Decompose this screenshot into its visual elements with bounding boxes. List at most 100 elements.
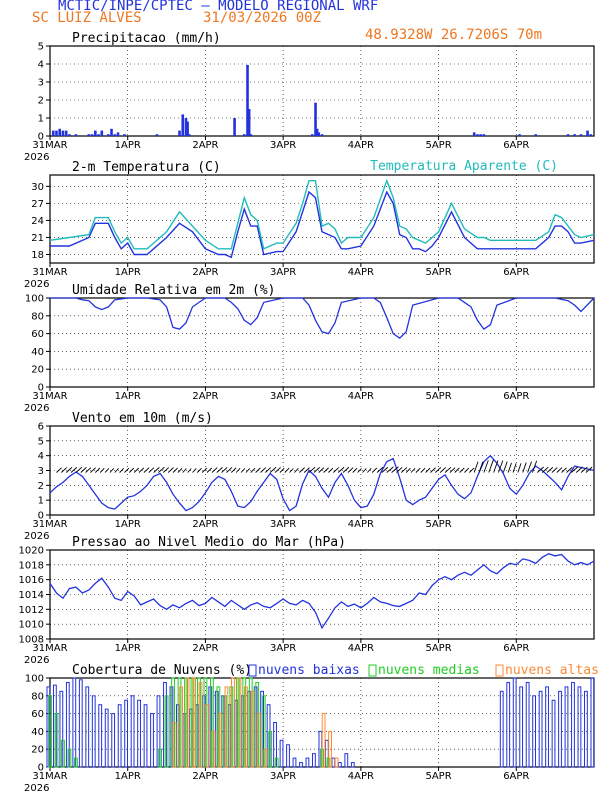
wind-barb <box>245 468 251 473</box>
precip-bar <box>155 134 159 136</box>
rh-ytick-label: 40 <box>31 347 44 358</box>
wind-barb <box>522 462 527 473</box>
precip-ytick-label: 2 <box>38 96 44 107</box>
precip-bar <box>518 134 521 136</box>
wind-barb <box>65 467 73 473</box>
wind-barb <box>269 466 277 473</box>
rh-ytick-label: 60 <box>31 329 44 340</box>
pressure-xtick-label: 31MAR <box>32 643 67 654</box>
wind-barb <box>459 467 465 473</box>
wind-barb <box>420 467 426 473</box>
wind-barb <box>235 468 241 473</box>
clouds-ytick-label: 20 <box>31 745 44 756</box>
cloud-bar-low <box>577 686 582 768</box>
clouds-xtick-label: 1APR <box>115 771 141 782</box>
cloud-bar-low <box>551 699 556 768</box>
precip-bar <box>178 130 181 136</box>
station-coords: 48.9328W 26.7206S 70m <box>365 27 543 43</box>
pressure-xtick-label: 6APR <box>503 643 529 654</box>
wind-barb <box>279 467 285 473</box>
wind-barb <box>192 468 197 473</box>
temp-xtick-label: 3APR <box>270 267 296 278</box>
wind-barb <box>138 467 145 473</box>
pressure-ytick-label: 1008 <box>19 635 44 646</box>
cloud-bar-low <box>292 757 297 768</box>
wind-barb <box>221 467 228 473</box>
cloud-bar-low <box>571 681 575 768</box>
wind-barb <box>163 467 170 473</box>
precip-bar <box>589 134 593 136</box>
cloud-bar-high <box>334 757 339 768</box>
cloud-bar-low <box>124 699 129 768</box>
cloud-bar-mid <box>158 748 162 768</box>
rh-xtick-label: 5APR <box>425 391 451 402</box>
cloud-bar-mid <box>74 757 78 768</box>
wind-barb <box>556 467 563 473</box>
wind-barb <box>435 467 442 473</box>
precip-xtick-label: 31MAR <box>32 140 67 151</box>
precip-bar <box>246 64 249 136</box>
precip-ytick-label: 3 <box>38 78 44 89</box>
cloud-bar-low <box>350 762 355 768</box>
wind-barb <box>148 467 155 473</box>
temp-legend-apparent: Temperatura Aparente (C) <box>370 159 558 174</box>
wind-barb <box>182 468 187 473</box>
precip-xtick-label: 1APR <box>115 140 141 151</box>
precip-bar <box>247 109 251 136</box>
wind-barb <box>473 461 479 473</box>
cloud-bar-low <box>111 713 116 768</box>
rh-xtick-label: 2APR <box>192 391 218 402</box>
pressure-ytick-label: 1010 <box>19 620 44 631</box>
wind-barb <box>386 466 394 473</box>
wind-barb <box>371 467 378 473</box>
cloud-bar-low <box>512 677 517 768</box>
wind-barb <box>143 467 150 473</box>
wind-barb <box>367 468 372 473</box>
wind-barb <box>99 467 105 473</box>
wind-barb <box>391 466 399 473</box>
precip-bar <box>186 121 189 136</box>
cloud-bar-high <box>256 713 261 768</box>
cloud-bar-low <box>558 690 562 768</box>
precip-bar <box>534 134 538 136</box>
precip-ytick-label: 1 <box>38 114 44 125</box>
temp-xtick-label: 1APR <box>115 267 141 278</box>
cloud-bar-high <box>211 730 216 768</box>
wind-barb <box>401 467 408 473</box>
wind-barb <box>231 467 237 473</box>
wind-barb <box>507 462 512 473</box>
temp-ytick-label: 21 <box>31 233 44 244</box>
temp-xtick-label: 6APR <box>503 267 529 278</box>
wind-xtick-label: 5APR <box>425 519 451 530</box>
pressure-year-label: 2026 <box>24 655 49 666</box>
rh-xtick-label: 6APR <box>503 391 529 402</box>
cloud-bar-low <box>590 677 595 768</box>
cloud-bar-low <box>286 744 290 768</box>
wind-barb <box>498 460 504 473</box>
precip-bar <box>110 128 113 136</box>
temp-xtick-label: 4APR <box>348 267 374 278</box>
precip-bar <box>482 134 486 136</box>
rh-frame <box>49 297 595 388</box>
precip-bar <box>74 134 78 136</box>
temp-xtick-label: 31MAR <box>32 267 67 278</box>
precip-bar <box>61 130 65 136</box>
wind-barb <box>415 467 421 473</box>
precip-bar <box>100 130 104 136</box>
cloud-bar-low <box>337 762 342 768</box>
pressure-xtick-label: 1APR <box>115 643 141 654</box>
rh-xtick-label: 4APR <box>348 391 374 402</box>
cloud-bar-low <box>506 681 511 768</box>
wind-barb <box>541 466 549 473</box>
clouds-xtick-label: 2APR <box>192 771 218 782</box>
temp-title: 2-m Temperatura (C) <box>72 160 221 175</box>
wind-barb <box>216 467 223 473</box>
wind-barb <box>61 467 68 473</box>
cloud-bar-high <box>205 704 209 768</box>
wind-barb <box>478 461 484 473</box>
wind-barb <box>201 467 208 473</box>
cloud-bar-low <box>72 677 77 768</box>
cloud-legend-swatch <box>368 664 377 677</box>
wind-barb <box>502 461 508 473</box>
temp-ytick-label: 18 <box>31 250 44 261</box>
